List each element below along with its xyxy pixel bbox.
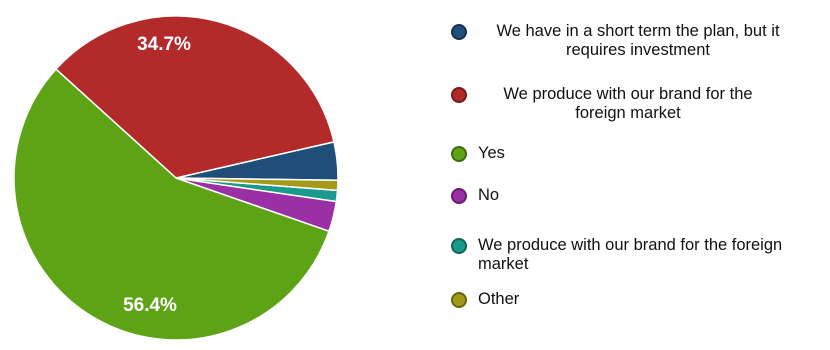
legend-swatch-icon <box>451 238 467 254</box>
legend-label: Other <box>478 290 519 309</box>
legend-label: Yes <box>478 144 505 163</box>
legend-item-investment-plan: We have in a short term the plan, but it… <box>451 22 798 60</box>
legend-swatch-icon <box>451 292 467 308</box>
legend-item-own-brand-foreign: We produce with our brand for the foreig… <box>451 85 778 123</box>
legend-item-no: No <box>451 186 499 205</box>
legend-item-yes: Yes <box>451 144 505 163</box>
legend-swatch-icon <box>451 87 467 103</box>
pie-chart: 34.7% 56.4% <box>0 0 345 350</box>
legend-swatch-icon <box>451 146 467 162</box>
slice-data-label: 34.7% <box>137 34 191 55</box>
legend-item-own-brand-foreign-2: We produce with our brand for the foreig… <box>451 236 828 274</box>
legend-item-other: Other <box>451 290 519 309</box>
legend-label: We have in a short term the plan, but it… <box>478 22 798 60</box>
slice-data-label: 56.4% <box>123 295 177 316</box>
legend-label: We produce with our brand for the foreig… <box>478 85 778 123</box>
legend-swatch-icon <box>451 188 467 204</box>
legend-label: We produce with our brand for the foreig… <box>478 236 828 274</box>
legend-swatch-icon <box>451 24 467 40</box>
legend-label: No <box>478 186 499 205</box>
